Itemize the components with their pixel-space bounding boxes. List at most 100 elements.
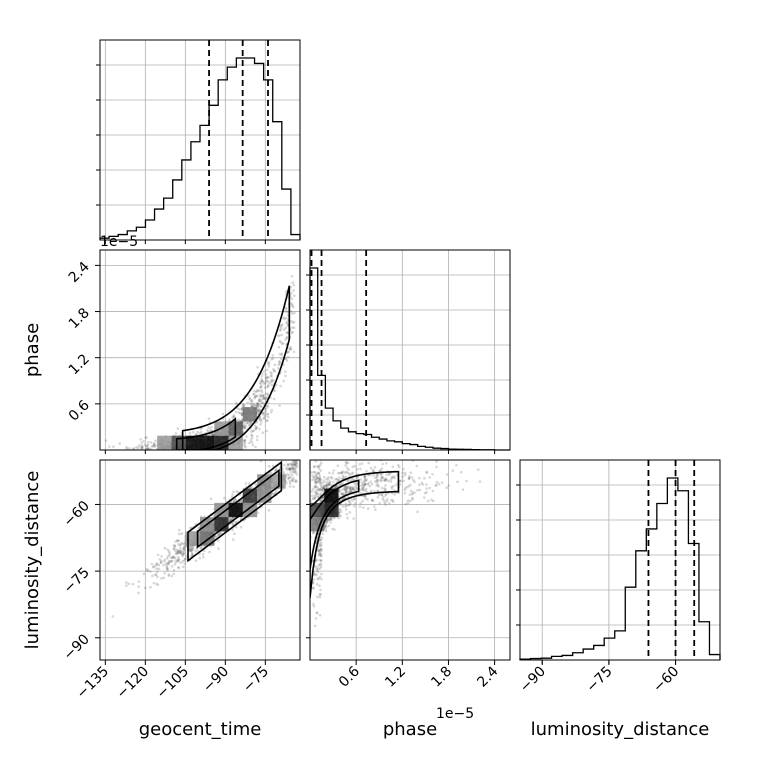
scatter-point [320, 547, 323, 551]
scatter-point [233, 532, 236, 536]
scatter-point [265, 376, 269, 380]
scatter-point [294, 470, 298, 474]
scatter-point [321, 487, 325, 490]
scatter-point [293, 454, 296, 457]
scatter-point [249, 402, 253, 406]
scatter-point [249, 400, 253, 404]
scatter-point [310, 494, 314, 498]
scatter-point [312, 477, 316, 480]
scatter-point [251, 429, 255, 433]
scatter-point [279, 328, 282, 332]
scatter-point [288, 476, 291, 480]
scatter-point [265, 419, 269, 423]
x-tick-label-phase: 0.6 [336, 663, 363, 690]
scatter-point [260, 379, 263, 383]
scatter-point [317, 454, 320, 457]
scatter-point [295, 464, 299, 468]
scatter-point [332, 469, 335, 472]
scatter-point [282, 379, 285, 383]
scatter-point [282, 317, 286, 321]
scatter-point [259, 420, 263, 424]
scatter-point [177, 539, 180, 543]
scatter-point [278, 329, 282, 332]
scatter-point [176, 552, 179, 555]
density-cell [242, 488, 258, 503]
scatter-point [258, 403, 261, 407]
scatter-point [389, 478, 393, 481]
scatter-point [255, 425, 258, 429]
scatter-point [339, 514, 342, 518]
scatter-point [173, 545, 177, 548]
scatter-point [175, 559, 179, 562]
scatter-point [242, 404, 245, 408]
scatter-point [252, 393, 256, 396]
scatter-point [360, 481, 364, 484]
scatter-point [249, 438, 253, 442]
scatter-point [215, 535, 218, 538]
scatter-point [292, 305, 295, 309]
scatter-point [363, 475, 367, 478]
scatter-point [334, 478, 337, 481]
scatter-point [176, 549, 180, 553]
scatter-point [322, 484, 326, 488]
scatter-point [172, 572, 176, 576]
scatter-point [330, 476, 334, 480]
scatter-point [338, 495, 341, 498]
scatter-point [295, 461, 298, 465]
scatter-point [359, 488, 362, 492]
hist-panel-geocent-time [96, 39, 301, 244]
scatter-point [319, 483, 323, 487]
scatter-point [290, 274, 294, 278]
scatter-point [331, 471, 335, 475]
scatter-point [198, 556, 202, 560]
scatter-point [260, 418, 263, 422]
scatter-point [289, 475, 293, 479]
scatter-point [315, 472, 319, 476]
scatter-point [312, 586, 315, 590]
scatter-point [317, 495, 320, 499]
scatter-point [259, 394, 263, 398]
scatter-point [314, 493, 318, 496]
scatter-point [329, 517, 332, 520]
scatter-point [321, 532, 324, 536]
scatter-point [290, 331, 294, 335]
scatter-point [200, 430, 203, 434]
scatter-point [205, 428, 209, 432]
scatter-point [317, 548, 320, 552]
scatter-point [312, 475, 316, 479]
scatter-point [261, 401, 264, 405]
scatter-point [353, 485, 357, 488]
scatter-point [339, 483, 342, 486]
scatter-point [351, 487, 355, 491]
scatter-point [391, 465, 395, 469]
scatter-point [250, 398, 253, 402]
scatter-point [167, 549, 171, 553]
scatter-point [440, 481, 444, 484]
scatter-point [326, 517, 330, 520]
scatter-point [260, 390, 264, 394]
scatter-point [311, 586, 315, 590]
scatter-point [409, 471, 413, 475]
scatter-point [314, 475, 318, 478]
scatter-point [409, 489, 413, 493]
scatter-point [177, 542, 180, 546]
scatter-point [435, 483, 438, 487]
scatter-point [137, 591, 140, 595]
scatter-point [310, 490, 314, 493]
scatter-point [352, 517, 355, 520]
scatter-point [284, 451, 287, 454]
scatter-point [183, 542, 187, 546]
scatter-point [316, 480, 320, 483]
scatter-point [263, 382, 266, 386]
scatter-point [325, 480, 328, 484]
scatter-point [319, 461, 323, 465]
scatter-point [190, 549, 193, 553]
scatter-point [240, 413, 244, 417]
panel-frame [99, 39, 301, 241]
scatter-point [327, 481, 331, 485]
scatter-point [384, 484, 387, 487]
scatter-point [279, 326, 283, 330]
scatter-panel-geocent-time-vs-phase [99, 249, 301, 451]
scatter-point [319, 499, 322, 503]
scatter-point [194, 433, 197, 437]
